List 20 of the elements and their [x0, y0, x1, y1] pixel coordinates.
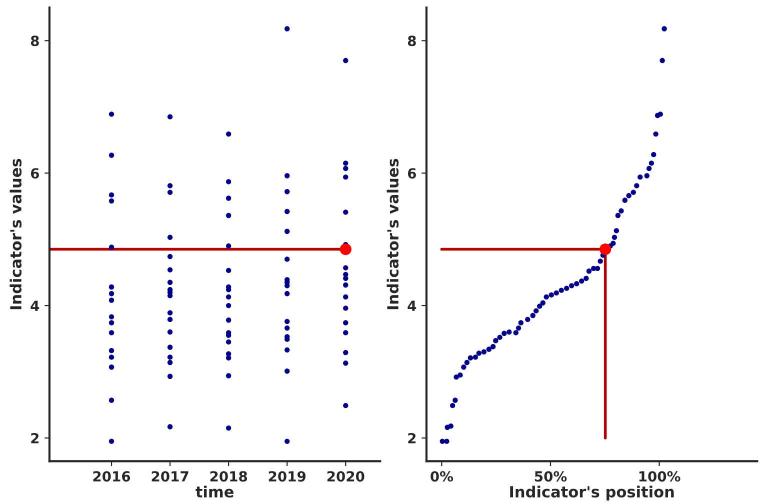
y-tick-label: 6: [408, 168, 416, 179]
y-tick-label: 8: [408, 36, 416, 46]
y-tick-label: 2: [408, 432, 416, 444]
x-tick-label: 0%: [430, 471, 454, 482]
x-tick-label: 2018: [210, 471, 248, 482]
x-axis-title: time: [196, 486, 234, 498]
x-tick-label: 2016: [93, 471, 130, 482]
y-tick-label: 4: [30, 300, 40, 311]
y-tick-label: 6: [30, 168, 39, 179]
y-axis-title: Indicator's values: [10, 158, 22, 310]
x-tick-label: 2017: [152, 471, 188, 482]
y-tick-label: 8: [30, 36, 39, 46]
y-tick-label: 4: [408, 300, 416, 311]
x-tick-label: 2020: [327, 471, 364, 482]
x-tick-label: 50%: [534, 471, 567, 482]
x-tick-label: 2019: [268, 471, 306, 482]
x-axis-title: Indicator's position: [510, 486, 674, 500]
x-tick-label: 100%: [639, 471, 680, 482]
y-tick-label: 2: [31, 432, 39, 444]
y-axis-title: Indicator's values: [386, 158, 399, 310]
